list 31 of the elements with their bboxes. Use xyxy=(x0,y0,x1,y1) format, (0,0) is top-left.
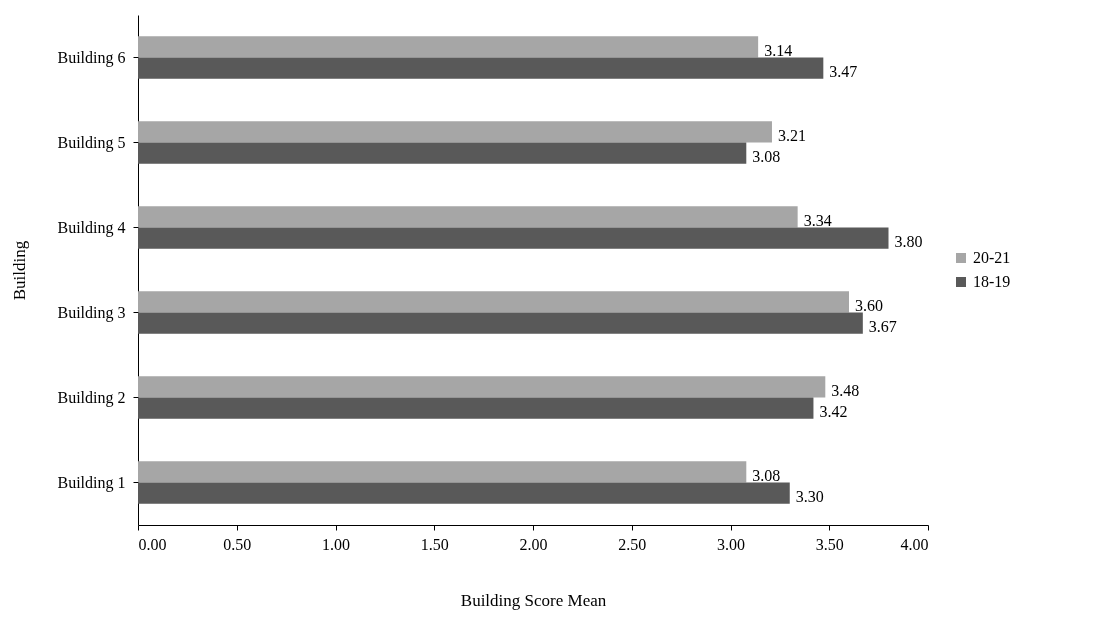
legend-label: 18-19 xyxy=(973,273,1011,290)
data-label: 3.47 xyxy=(829,63,858,81)
x-tick-label: 1.50 xyxy=(420,535,449,553)
x-tick-label: 3.50 xyxy=(815,535,844,553)
x-axis-title: Building Score Mean xyxy=(460,590,607,610)
data-label: 3.14 xyxy=(764,41,793,59)
y-tick-label: Building 6 xyxy=(57,48,126,67)
data-label: 3.67 xyxy=(868,318,897,336)
data-label: 3.42 xyxy=(819,403,848,421)
data-label: 3.30 xyxy=(795,488,824,506)
data-label: 3.48 xyxy=(831,381,860,399)
y-tick-label: Building 3 xyxy=(57,303,126,322)
x-tick-label: 0.00 xyxy=(138,535,167,553)
data-label: 3.08 xyxy=(752,148,781,166)
y-axis-title: Building xyxy=(10,240,30,301)
y-tick-label: Building 1 xyxy=(57,473,126,492)
data-label: 3.21 xyxy=(777,126,806,144)
x-tick-label: 1.00 xyxy=(322,535,350,553)
y-tick-label: Building 4 xyxy=(57,218,126,237)
x-tick-label: 4.00 xyxy=(900,535,929,553)
data-label: 3.34 xyxy=(803,211,832,229)
data-label: 3.60 xyxy=(855,296,883,314)
data-label: 3.80 xyxy=(894,233,923,251)
y-tick-label: Building 5 xyxy=(57,133,126,152)
x-tick-label: 2.50 xyxy=(618,535,647,553)
x-tick-label: 2.00 xyxy=(519,535,548,553)
legend-label: 20-21 xyxy=(973,249,1011,266)
x-tick-label: 0.50 xyxy=(223,535,252,553)
y-tick-label: Building 2 xyxy=(57,388,126,407)
data-label: 3.08 xyxy=(752,466,781,484)
x-tick-label: 3.00 xyxy=(717,535,745,553)
